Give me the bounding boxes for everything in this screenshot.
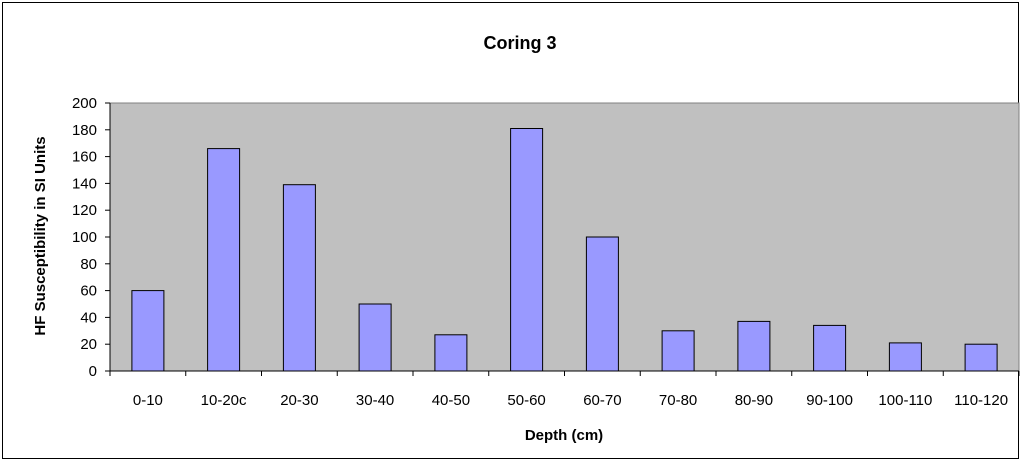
bar-40-50 (434, 334, 468, 372)
y-tick-label: 100 (72, 229, 97, 246)
x-tick-label: 0-10 (133, 392, 163, 409)
x-tick-label: 30-40 (356, 392, 394, 409)
x-tick-label: 20-30 (280, 392, 318, 409)
bar-80-90 (737, 320, 771, 372)
x-axis-ticks: 0-10 10-20c 20-30 30-40 40-50 50-60 60-70 70-80… (109, 371, 1020, 409)
y-tick-label: 140 (72, 175, 97, 192)
y-tick-label: 200 (72, 95, 97, 112)
x-tick-label: 40-50 (432, 392, 470, 409)
bar-20-30 (282, 184, 316, 372)
bar-10-20c (207, 148, 241, 372)
y-tick-label: 40 (80, 309, 97, 326)
y-tick-label: 20 (80, 336, 97, 353)
y-axis-title: HF Susceptibility in SI Units (32, 136, 49, 335)
x-tick-label: 60-70 (583, 392, 621, 409)
plot-area (109, 102, 1020, 372)
bar-110-120 (964, 343, 998, 372)
bar-0-10 (131, 290, 165, 372)
x-tick-label: 90-100 (806, 392, 853, 409)
y-tick-label: 60 (80, 283, 97, 300)
bars-group (131, 128, 998, 372)
bar-70-80 (661, 330, 695, 372)
x-tick-label: 110-120 (954, 392, 1008, 409)
y-tick-label: 80 (80, 256, 97, 273)
bar-60-70 (585, 236, 619, 372)
bar-30-40 (358, 303, 392, 372)
chart-title: Coring 3 (483, 33, 556, 53)
x-tick-label: 70-80 (659, 392, 697, 409)
x-tick-label: 50-60 (507, 392, 545, 409)
y-tick-label: 160 (72, 149, 97, 166)
bar-100-110 (888, 342, 922, 372)
y-axis-ticks: 0 20 40 60 80 100 120 140 160 180 200 (72, 95, 110, 380)
y-tick-label: 0 (89, 363, 97, 380)
y-tick-label: 180 (72, 122, 97, 139)
x-axis-title: Depth (cm) (525, 427, 603, 444)
x-tick-label: 80-90 (735, 392, 773, 409)
bar-50-60 (510, 128, 544, 372)
x-tick-label: 10-20c (201, 392, 247, 409)
bar-90-100 (813, 324, 847, 372)
x-tick-label: 100-110 (878, 392, 932, 409)
y-tick-label: 120 (72, 202, 97, 219)
